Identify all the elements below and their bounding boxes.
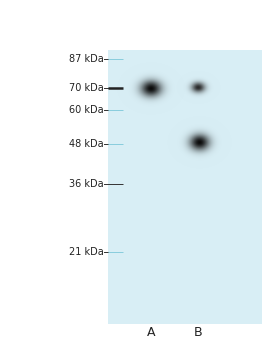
Bar (108, 50, 262, 324)
Text: 87 kDa: 87 kDa (69, 54, 104, 64)
Text: A: A (147, 327, 156, 339)
Text: 48 kDa: 48 kDa (69, 139, 104, 149)
Text: B: B (194, 327, 203, 339)
Text: 36 kDa: 36 kDa (69, 179, 104, 189)
Text: 70 kDa: 70 kDa (69, 83, 104, 93)
Text: 21 kDa: 21 kDa (69, 247, 104, 257)
Text: 60 kDa: 60 kDa (69, 105, 104, 115)
